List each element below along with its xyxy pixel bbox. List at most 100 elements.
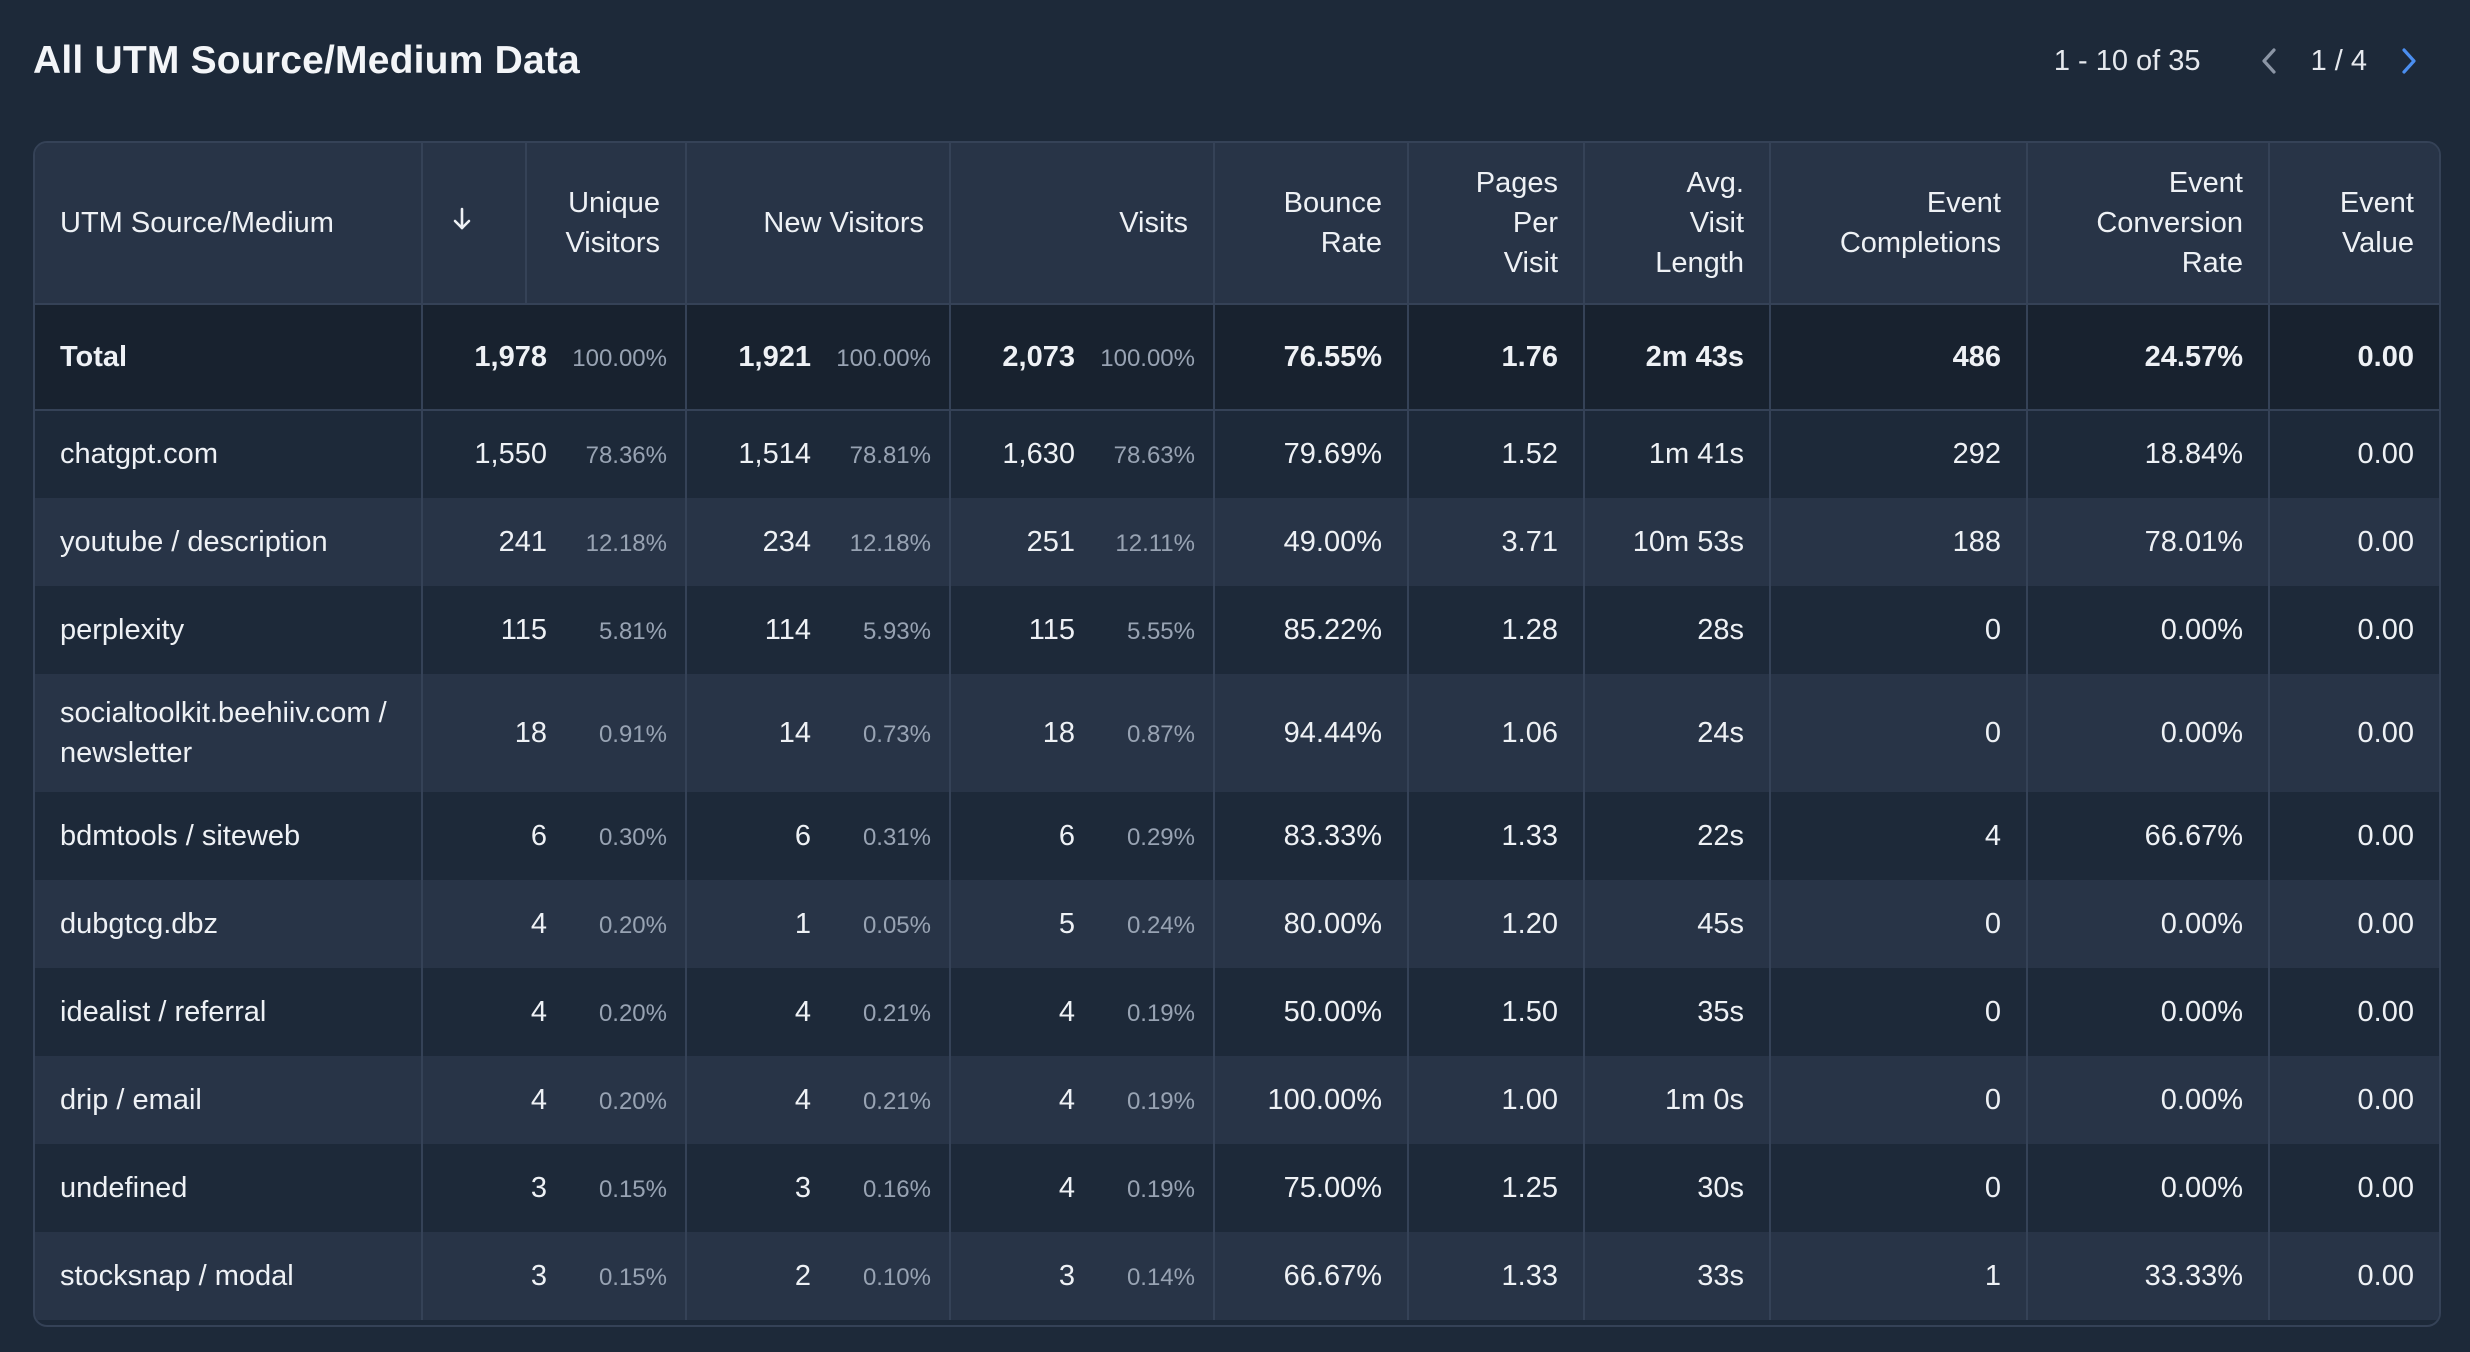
cell-event-value: 0.00 [2269,1144,2439,1232]
cell-event-conversion-rate: 0.00% [2027,880,2270,968]
next-page-button[interactable] [2381,33,2437,89]
table-row[interactable]: socialtoolkit.beehiiv.com / newsletter 18… [35,674,2439,792]
total-pages-per-visit: 1.76 [1408,304,1585,411]
col-header-unique-visitors[interactable]: Unique Visitors [526,143,687,305]
cell-bounce-rate: 80.00% [1214,880,1409,968]
cell-event-completions: 0 [1770,674,2028,792]
cell-unique-visitors: 4 0.20% [422,1056,687,1144]
prev-page-button[interactable] [2241,33,2297,89]
col-header-avg-visit-length[interactable]: Avg. Visit Length [1584,143,1771,305]
cell-avg-visit-length: 1m 41s [1584,410,1771,498]
page-title: All UTM Source/Medium Data [33,39,580,82]
cell-avg-visit-length: 22s [1584,792,1771,880]
cell-visits: 3 0.14% [950,1232,1215,1320]
page-indicator: 1 / 4 [2310,44,2367,77]
table-row[interactable]: stocksnap / modal 3 0.15% 2 0.10% 3 0.14% 66.67… [35,1232,2439,1320]
total-event-completions: 486 [1770,304,2028,411]
cell-event-conversion-rate: 0.00% [2027,1056,2270,1144]
col-header-pages-per-visit[interactable]: Pages Per Visit [1408,143,1585,305]
cell-visits: 4 0.19% [950,1144,1215,1232]
cell-event-completions: 0 [1770,586,2028,674]
cell-new-visitors: 4 0.21% [686,968,951,1056]
cell-visits: 4 0.19% [950,1056,1215,1144]
total-event-value: 0.00 [2269,304,2439,411]
cell-pages-per-visit: 1.33 [1408,792,1585,880]
cell-source: youtube / description [35,498,423,586]
total-avg-visit-length: 2m 43s [1584,304,1771,411]
cell-event-value: 0.00 [2269,586,2439,674]
cell-event-completions: 188 [1770,498,2028,586]
cell-event-value: 0.00 [2269,1232,2439,1320]
cell-bounce-rate: 50.00% [1214,968,1409,1056]
cell-bounce-rate: 83.33% [1214,792,1409,880]
cell-visits: 18 0.87% [950,674,1215,792]
col-header-source[interactable]: UTM Source/Medium [35,143,423,305]
sort-toggle[interactable] [422,143,527,305]
cell-bounce-rate: 94.44% [1214,674,1409,792]
cell-source: chatgpt.com [35,410,423,498]
cell-new-visitors: 1 0.05% [686,880,951,968]
cell-source: drip / email [35,1056,423,1144]
cell-unique-visitors: 6 0.30% [422,792,687,880]
pagination: 1 - 10 of 35 1 / 4 [2054,28,2437,94]
cell-event-value: 0.00 [2269,792,2439,880]
cell-unique-visitors: 241 12.18% [422,498,687,586]
cell-event-completions: 0 [1770,968,2028,1056]
cell-avg-visit-length: 45s [1584,880,1771,968]
cell-bounce-rate: 85.22% [1214,586,1409,674]
cell-new-visitors: 1,514 78.81% [686,410,951,498]
cell-bounce-rate: 66.67% [1214,1232,1409,1320]
chevron-left-icon [2261,48,2276,74]
cell-event-value: 0.00 [2269,498,2439,586]
col-header-new-visitors[interactable]: New Visitors [686,143,951,305]
cell-pages-per-visit: 1.28 [1408,586,1585,674]
table-row[interactable]: undefined 3 0.15% 3 0.16% 4 0.19% 75.00% 1.25 30s… [35,1144,2439,1232]
cell-avg-visit-length: 10m 53s [1584,498,1771,586]
pagination-range: 1 - 10 of 35 [2053,44,2201,77]
cell-source: socialtoolkit.beehiiv.com / newsletter [35,674,423,792]
cell-visits: 251 12.11% [950,498,1215,586]
data-table-container: UTM Source/Medium Unique Visitors New Vis… [33,141,2441,1327]
cell-pages-per-visit: 1.33 [1408,1232,1585,1320]
table-row[interactable]: drip / email 4 0.20% 4 0.21% 4 0.19% 100.00% 1.0… [35,1056,2439,1144]
col-header-bounce-rate[interactable]: Bounce Rate [1214,143,1409,305]
cell-avg-visit-length: 24s [1584,674,1771,792]
cell-unique-visitors: 3 0.15% [422,1232,687,1320]
total-bounce-rate: 76.55% [1214,304,1409,411]
cell-event-value: 0.00 [2269,674,2439,792]
col-header-event-conversion-rate[interactable]: Event Conversion Rate [2027,143,2270,305]
cell-pages-per-visit: 3.71 [1408,498,1585,586]
cell-event-completions: 0 [1770,880,2028,968]
table-row[interactable]: dubgtcg.dbz 4 0.20% 1 0.05% 5 0.24% 80.00% 1.20 4… [35,880,2439,968]
cell-pages-per-visit: 1.52 [1408,410,1585,498]
cell-pages-per-visit: 1.25 [1408,1144,1585,1232]
cell-pages-per-visit: 1.00 [1408,1056,1585,1144]
cell-source: idealist / referral [35,968,423,1056]
cell-unique-visitors: 3 0.15% [422,1144,687,1232]
cell-event-conversion-rate: 0.00% [2027,968,2270,1056]
table-row[interactable]: perplexity 115 5.81% 114 5.93% 115 5.55% 85.22%… [35,586,2439,674]
cell-event-value: 0.00 [2269,410,2439,498]
cell-avg-visit-length: 1m 0s [1584,1056,1771,1144]
table-row[interactable]: youtube / description 241 12.18% 234 12.18% 2… [35,498,2439,586]
col-header-event-value[interactable]: Event Value [2269,143,2439,305]
table-row[interactable]: chatgpt.com 1,550 78.36% 1,514 78.81% 1,630 78… [35,410,2439,498]
cell-event-conversion-rate: 18.84% [2027,410,2270,498]
table-row[interactable]: idealist / referral 4 0.20% 4 0.21% 4 0.19% 50.… [35,968,2439,1056]
column-header-row: UTM Source/Medium Unique Visitors New Vis… [35,143,2439,305]
cell-source: perplexity [35,586,423,674]
cell-event-completions: 0 [1770,1144,2028,1232]
total-new-visitors: 1,921 100.00% [686,304,951,411]
cell-unique-visitors: 4 0.20% [422,880,687,968]
col-header-event-completions[interactable]: Event Completions [1770,143,2028,305]
cell-avg-visit-length: 35s [1584,968,1771,1056]
table-row[interactable]: bdmtools / siteweb 6 0.30% 6 0.31% 6 0.29% 83.3… [35,792,2439,880]
cell-new-visitors: 3 0.16% [686,1144,951,1232]
total-visits: 2,073 100.00% [950,304,1215,411]
cell-pages-per-visit: 1.50 [1408,968,1585,1056]
cell-event-conversion-rate: 33.33% [2027,1232,2270,1320]
col-header-visits[interactable]: Visits [950,143,1215,305]
cell-visits: 6 0.29% [950,792,1215,880]
cell-bounce-rate: 49.00% [1214,498,1409,586]
cell-avg-visit-length: 30s [1584,1144,1771,1232]
